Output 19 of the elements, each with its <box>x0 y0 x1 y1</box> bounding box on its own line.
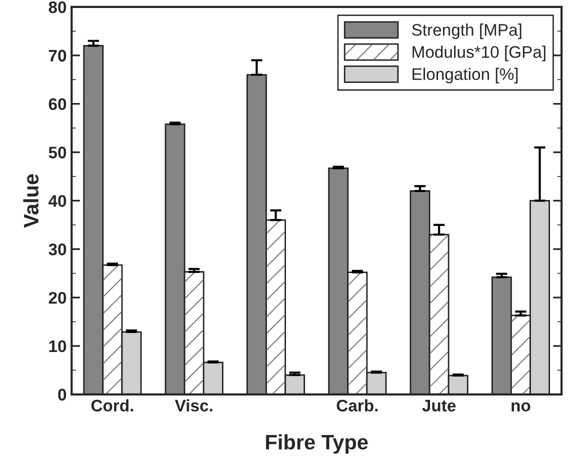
y-axis-title: Value <box>23 174 39 228</box>
x-tick-label: Visc. <box>174 399 212 412</box>
y-tick-label: 60 <box>48 98 66 110</box>
y-tick-label: 80 <box>48 1 66 14</box>
y-tick-label: 70 <box>48 50 66 62</box>
y-tick-label: 40 <box>48 195 66 207</box>
y-tick-label: 20 <box>48 292 66 304</box>
legend-label: Strength [MPa] <box>412 24 522 40</box>
x-tick-label: Jute <box>422 400 456 412</box>
x-tick-label: Carb. <box>336 399 378 412</box>
y-tick-label: 10 <box>49 340 66 352</box>
x-tick-label: Cord. <box>91 399 134 412</box>
x-axis-title: Fibre Type <box>266 434 368 454</box>
y-tick-label: 50 <box>48 146 66 158</box>
y-tick-label: 30 <box>48 244 66 256</box>
x-tick-label: no <box>512 402 530 412</box>
legend-label: Elongation [%] <box>412 68 518 84</box>
legend-label: Modulus*10 [GPa] <box>412 46 546 62</box>
y-tick-label: 0 <box>58 388 66 401</box>
